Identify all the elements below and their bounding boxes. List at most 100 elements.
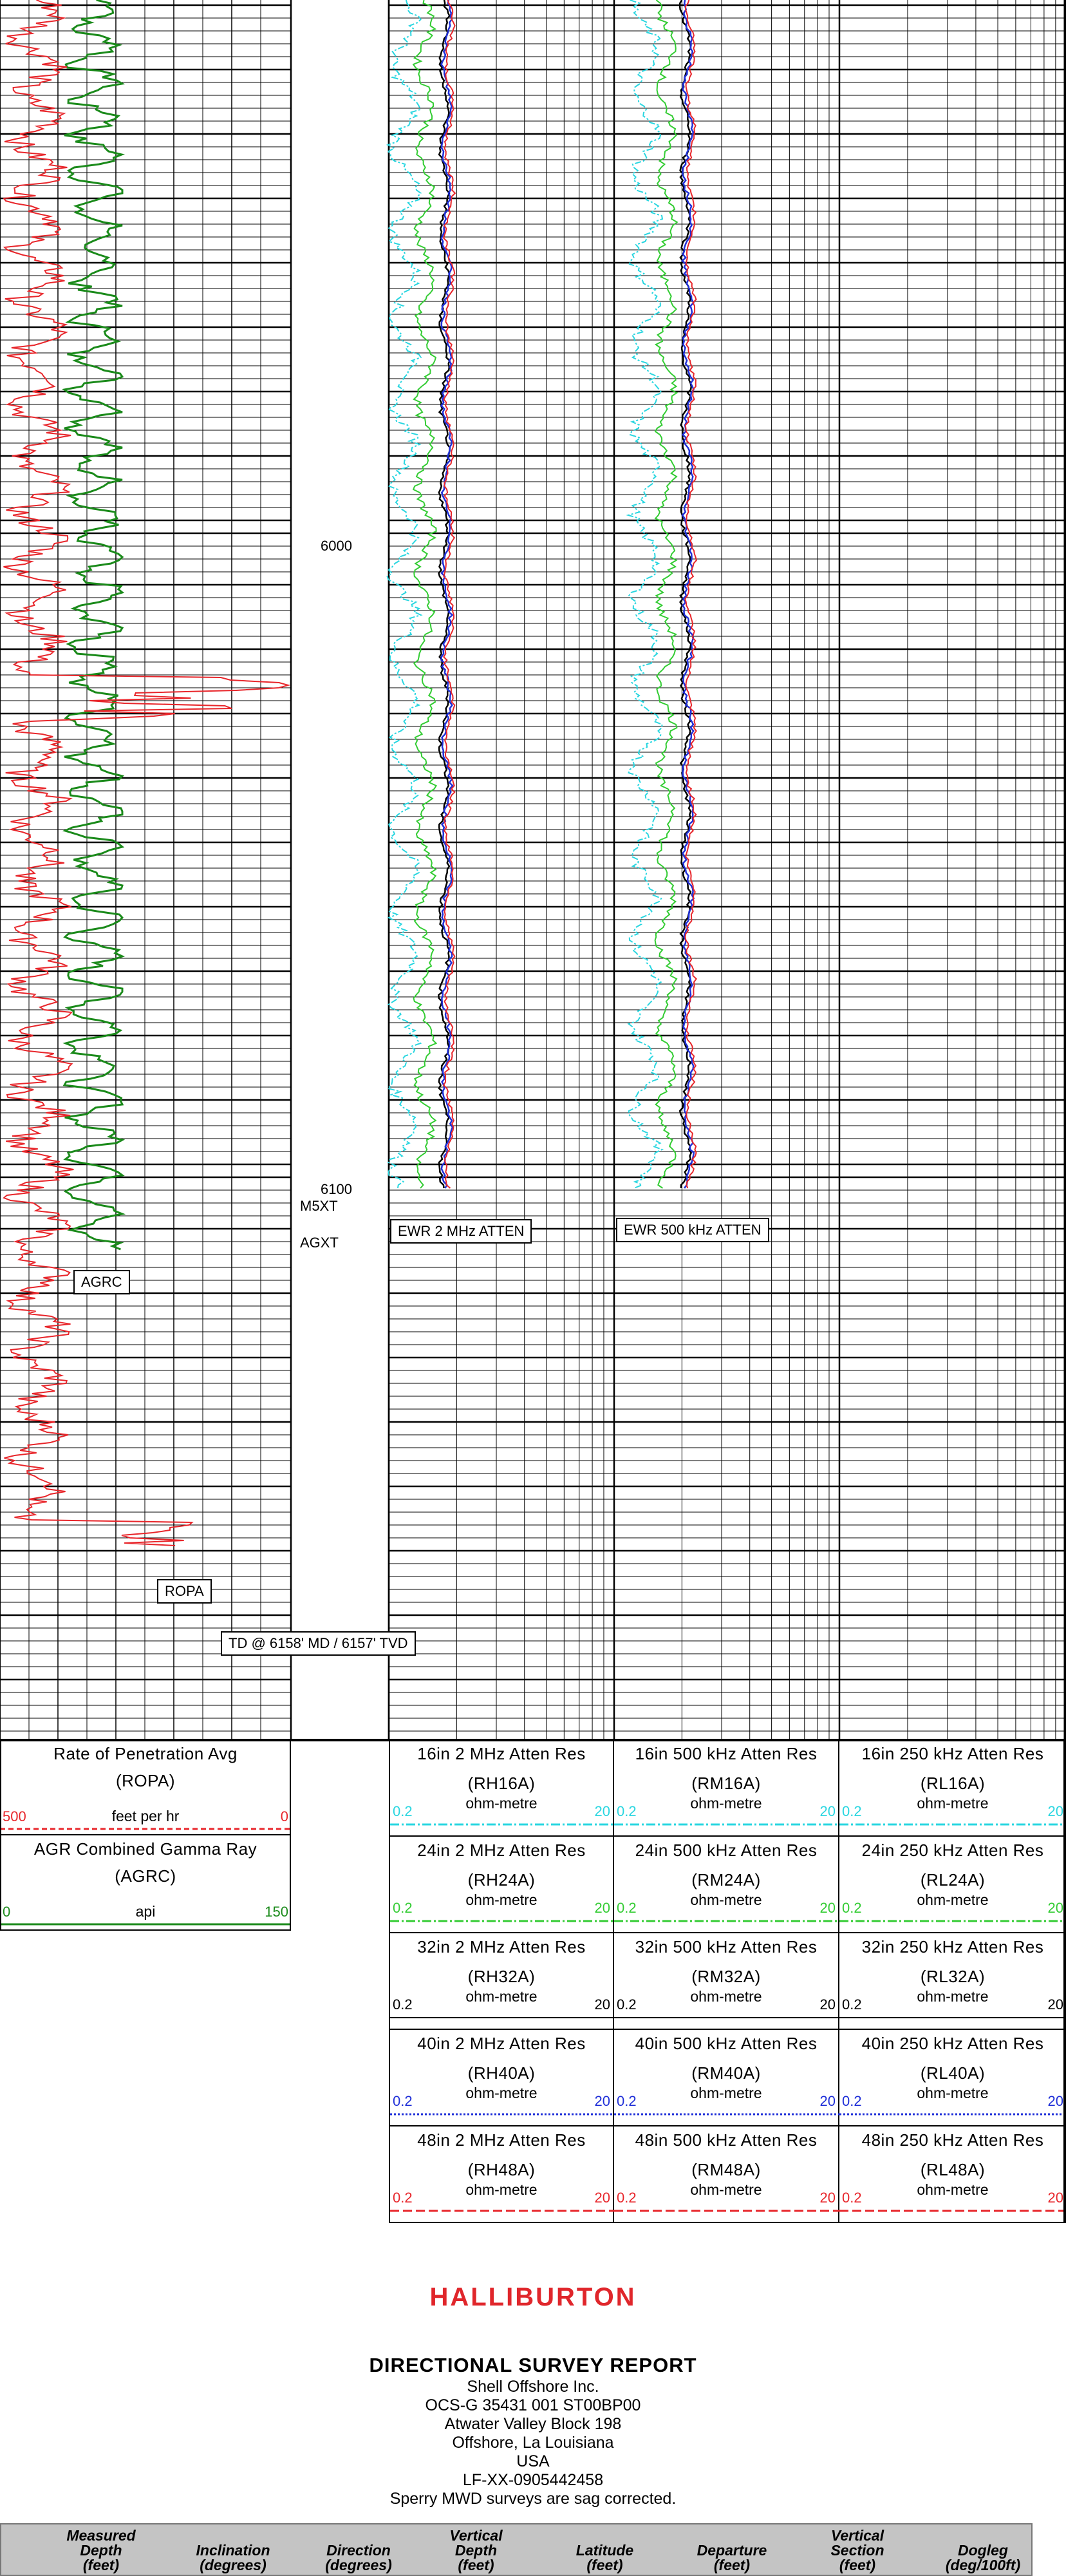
scale-left: 0.2 bbox=[393, 2190, 413, 2206]
header-unit: ohm-metre bbox=[465, 2085, 538, 2101]
header-mnemonic: (RH16A) bbox=[467, 1774, 536, 1793]
header-unit: ohm-metre bbox=[690, 1988, 762, 2005]
scale-left: 0.2 bbox=[617, 2093, 637, 2109]
scale-left: 0.2 bbox=[393, 1900, 413, 1916]
header-unit: api bbox=[135, 1903, 156, 1920]
header-title: 40in 2 MHz Atten Res bbox=[417, 2034, 586, 2053]
header-title: 40in 500 kHz Atten Res bbox=[635, 2034, 818, 2053]
header-500khz-row-2: 32in 500 kHz Atten Res (RM32A) ohm-metre 0.… bbox=[614, 1933, 839, 2030]
report-note: Sperry MWD surveys are sag corrected. bbox=[389, 2490, 677, 2508]
scale-right: 20 bbox=[1047, 1803, 1063, 1819]
scale-left: 0.2 bbox=[393, 2093, 413, 2109]
header-unit: ohm-metre bbox=[465, 1988, 538, 2005]
scale-left: 0.2 bbox=[617, 1803, 637, 1819]
header-mnemonic: (RH40A) bbox=[467, 2063, 536, 2083]
header-title: 16in 250 kHz Atten Res bbox=[861, 1744, 1044, 1763]
col-measured-depth: Measured Depth (feet) bbox=[66, 2527, 136, 2573]
col-departure: Departure (feet) bbox=[697, 2542, 767, 2573]
header-title: Rate of Penetration Avg bbox=[53, 1744, 238, 1763]
header-title: AGR Combined Gamma Ray bbox=[33, 1839, 257, 1859]
header-2mhz-row-3: 40in 2 MHz Atten Res (RH40A) ohm-metre 0.2 2… bbox=[389, 2030, 615, 2126]
header-250khz-row-2: 32in 250 kHz Atten Res (RL32A) ohm-metre 0.… bbox=[839, 1933, 1066, 2030]
scale-right: 20 bbox=[819, 1996, 836, 2012]
scale-right: 20 bbox=[594, 1900, 610, 1916]
header-unit: ohm-metre bbox=[690, 1891, 762, 1908]
res24-curve-500khz bbox=[654, 0, 678, 1189]
header-unit: ohm-metre bbox=[465, 1891, 538, 1908]
col-latitude: Latitude (feet) bbox=[575, 2542, 634, 2573]
report-info: Shell Offshore Inc. OCS-G 35431 001 ST00… bbox=[0, 2378, 1066, 2508]
header-unit: feet per hr bbox=[111, 1808, 180, 1824]
scale-left: 0.2 bbox=[393, 1803, 413, 1819]
depth-label-6000: 6000 bbox=[321, 538, 352, 554]
header-title: 24in 2 MHz Atten Res bbox=[417, 1841, 586, 1860]
col-vertical-depth: Vertical Depth (feet) bbox=[449, 2527, 503, 2573]
report-title: DIRECTIONAL SURVEY REPORT bbox=[369, 2354, 697, 2376]
curve-line-sample bbox=[390, 2210, 615, 2212]
scale-left: 0 bbox=[3, 1904, 11, 1920]
td-depth-label: TD @ 6158' MD / 6157' TVD bbox=[221, 1631, 416, 1656]
header-500khz-row-1: 24in 500 kHz Atten Res (RM24A) ohm-metre 0.… bbox=[614, 1837, 839, 1933]
header-500khz-row-3: 40in 500 kHz Atten Res (RM40A) ohm-metre 0.… bbox=[614, 2030, 839, 2126]
header-mnemonic: (RM24A) bbox=[691, 1870, 761, 1889]
curve-line-sample bbox=[839, 2017, 1066, 2018]
header-title: 16in 2 MHz Atten Res bbox=[417, 1744, 586, 1763]
scale-right: 20 bbox=[1047, 1996, 1063, 2012]
header-mnemonic: (ROPA) bbox=[115, 1771, 176, 1790]
header-2mhz-row-2: 32in 2 MHz Atten Res (RH32A) ohm-metre 0.2 2… bbox=[389, 1933, 615, 2030]
header-mnemonic: (RL32A) bbox=[920, 1967, 986, 1986]
left-header-frame bbox=[0, 1739, 291, 1931]
header-mnemonic: (RL48A) bbox=[920, 2160, 986, 2179]
scale-left: 500 bbox=[3, 1808, 26, 1824]
scale-right: 20 bbox=[1047, 2093, 1063, 2109]
header-unit: ohm-metre bbox=[917, 1891, 989, 1908]
header-title: 48in 250 kHz Atten Res bbox=[861, 2130, 1044, 2150]
report-location: Offshore, La Louisiana bbox=[452, 2434, 614, 2452]
depth-label-6100: 6100 bbox=[321, 1181, 352, 1197]
header-unit: ohm-metre bbox=[465, 1795, 538, 1812]
scale-right: 20 bbox=[819, 2190, 836, 2206]
header-title: 24in 500 kHz Atten Res bbox=[635, 1841, 818, 1860]
scale-right: 20 bbox=[819, 1900, 836, 1916]
res16-curve-2mhz bbox=[386, 0, 423, 1189]
header-mnemonic: (RL16A) bbox=[920, 1774, 986, 1793]
report-lease: OCS-G 35431 001 ST00BP00 bbox=[425, 2396, 641, 2414]
header-mnemonic: (RM16A) bbox=[691, 1774, 761, 1793]
col-dogleg: Dogleg (deg/100ft) bbox=[945, 2542, 1021, 2573]
res40-curve-2mhz bbox=[440, 0, 454, 1189]
header-unit: ohm-metre bbox=[690, 2181, 762, 2198]
scale-right: 20 bbox=[819, 2093, 836, 2109]
scale-left: 0.2 bbox=[617, 1996, 637, 2012]
ewr-2mhz-label: EWR 2 MHz ATTEN bbox=[390, 1219, 532, 1244]
header-unit: ohm-metre bbox=[917, 2181, 989, 2198]
curve-line-sample bbox=[390, 2017, 615, 2018]
header-mnemonic: (RH24A) bbox=[467, 1870, 536, 1889]
header-unit: ohm-metre bbox=[690, 1795, 762, 1812]
header-unit: ohm-metre bbox=[917, 1795, 989, 1812]
header-unit: ohm-metre bbox=[465, 2181, 538, 2198]
scale-left: 0.2 bbox=[617, 2190, 637, 2206]
header-unit: ohm-metre bbox=[917, 2085, 989, 2101]
well-log-tracks bbox=[0, 0, 1066, 1739]
gamma-ray-curve bbox=[62, 0, 126, 1251]
header-mnemonic: (RL24A) bbox=[920, 1870, 986, 1889]
header-2mhz-row-4: 48in 2 MHz Atten Res (RH48A) ohm-metre 0.2 2… bbox=[389, 2126, 615, 2223]
header-mnemonic: (RL40A) bbox=[920, 2063, 986, 2083]
col-inclination: Inclination (degrees) bbox=[196, 2542, 270, 2573]
curve-line-sample bbox=[839, 2210, 1066, 2212]
col-direction: Direction (degrees) bbox=[325, 2542, 392, 2573]
rop-curve bbox=[3, 0, 291, 1546]
header-2mhz-row-0: 16in 2 MHz Atten Res (RH16A) ohm-metre 0.2 2… bbox=[389, 1740, 615, 1837]
scale-right: 20 bbox=[594, 1996, 610, 2012]
col-vertical-section: Vertical Section (feet) bbox=[830, 2527, 884, 2573]
scale-left: 0.2 bbox=[617, 1900, 637, 1916]
scale-right: 150 bbox=[265, 1904, 288, 1920]
header-ropa: Rate of Penetration Avg (ROPA) feet per … bbox=[0, 1740, 291, 1835]
header-title: 48in 2 MHz Atten Res bbox=[417, 2130, 586, 2150]
curve-line-sample bbox=[614, 1823, 839, 1826]
res24-curve-2mhz bbox=[412, 0, 438, 1189]
header-250khz-row-3: 40in 250 kHz Atten Res (RL40A) ohm-metre 0.… bbox=[839, 2030, 1066, 2126]
header-mnemonic: (RM48A) bbox=[691, 2160, 761, 2179]
curve-line-sample bbox=[839, 1920, 1066, 1922]
header-title: 40in 250 kHz Atten Res bbox=[861, 2034, 1044, 2053]
